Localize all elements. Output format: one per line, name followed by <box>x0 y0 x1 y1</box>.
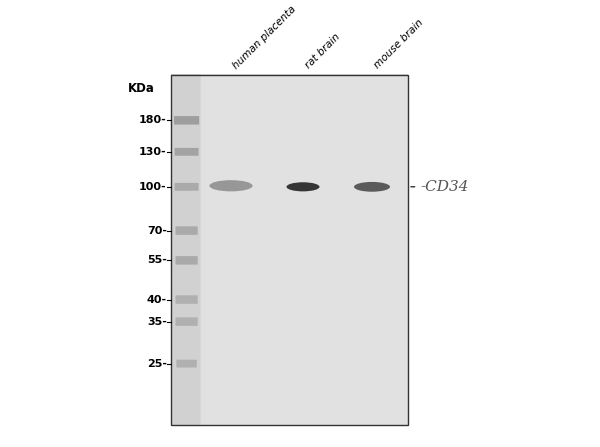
Text: 35-: 35- <box>147 316 167 327</box>
FancyBboxPatch shape <box>176 360 197 367</box>
Text: rat brain: rat brain <box>303 32 342 71</box>
FancyBboxPatch shape <box>176 256 198 265</box>
FancyBboxPatch shape <box>176 295 198 304</box>
Text: 55-: 55- <box>147 255 167 266</box>
Ellipse shape <box>287 182 320 191</box>
Text: -CD34: -CD34 <box>420 180 469 194</box>
Text: KDa: KDa <box>128 82 155 95</box>
FancyBboxPatch shape <box>174 116 199 125</box>
Ellipse shape <box>354 182 390 192</box>
Text: 70-: 70- <box>147 226 167 236</box>
FancyBboxPatch shape <box>175 183 199 191</box>
Text: 130-: 130- <box>139 147 167 157</box>
FancyBboxPatch shape <box>175 148 199 156</box>
Text: 40-: 40- <box>146 295 167 304</box>
Text: human placenta: human placenta <box>231 4 298 71</box>
Text: 180-: 180- <box>139 115 167 125</box>
Bar <box>171 75 408 425</box>
Text: mouse brain: mouse brain <box>372 18 425 71</box>
Text: 100-: 100- <box>139 182 167 192</box>
Text: 25-: 25- <box>147 358 167 369</box>
FancyBboxPatch shape <box>176 317 198 326</box>
Ellipse shape <box>209 180 253 191</box>
FancyBboxPatch shape <box>176 226 198 235</box>
